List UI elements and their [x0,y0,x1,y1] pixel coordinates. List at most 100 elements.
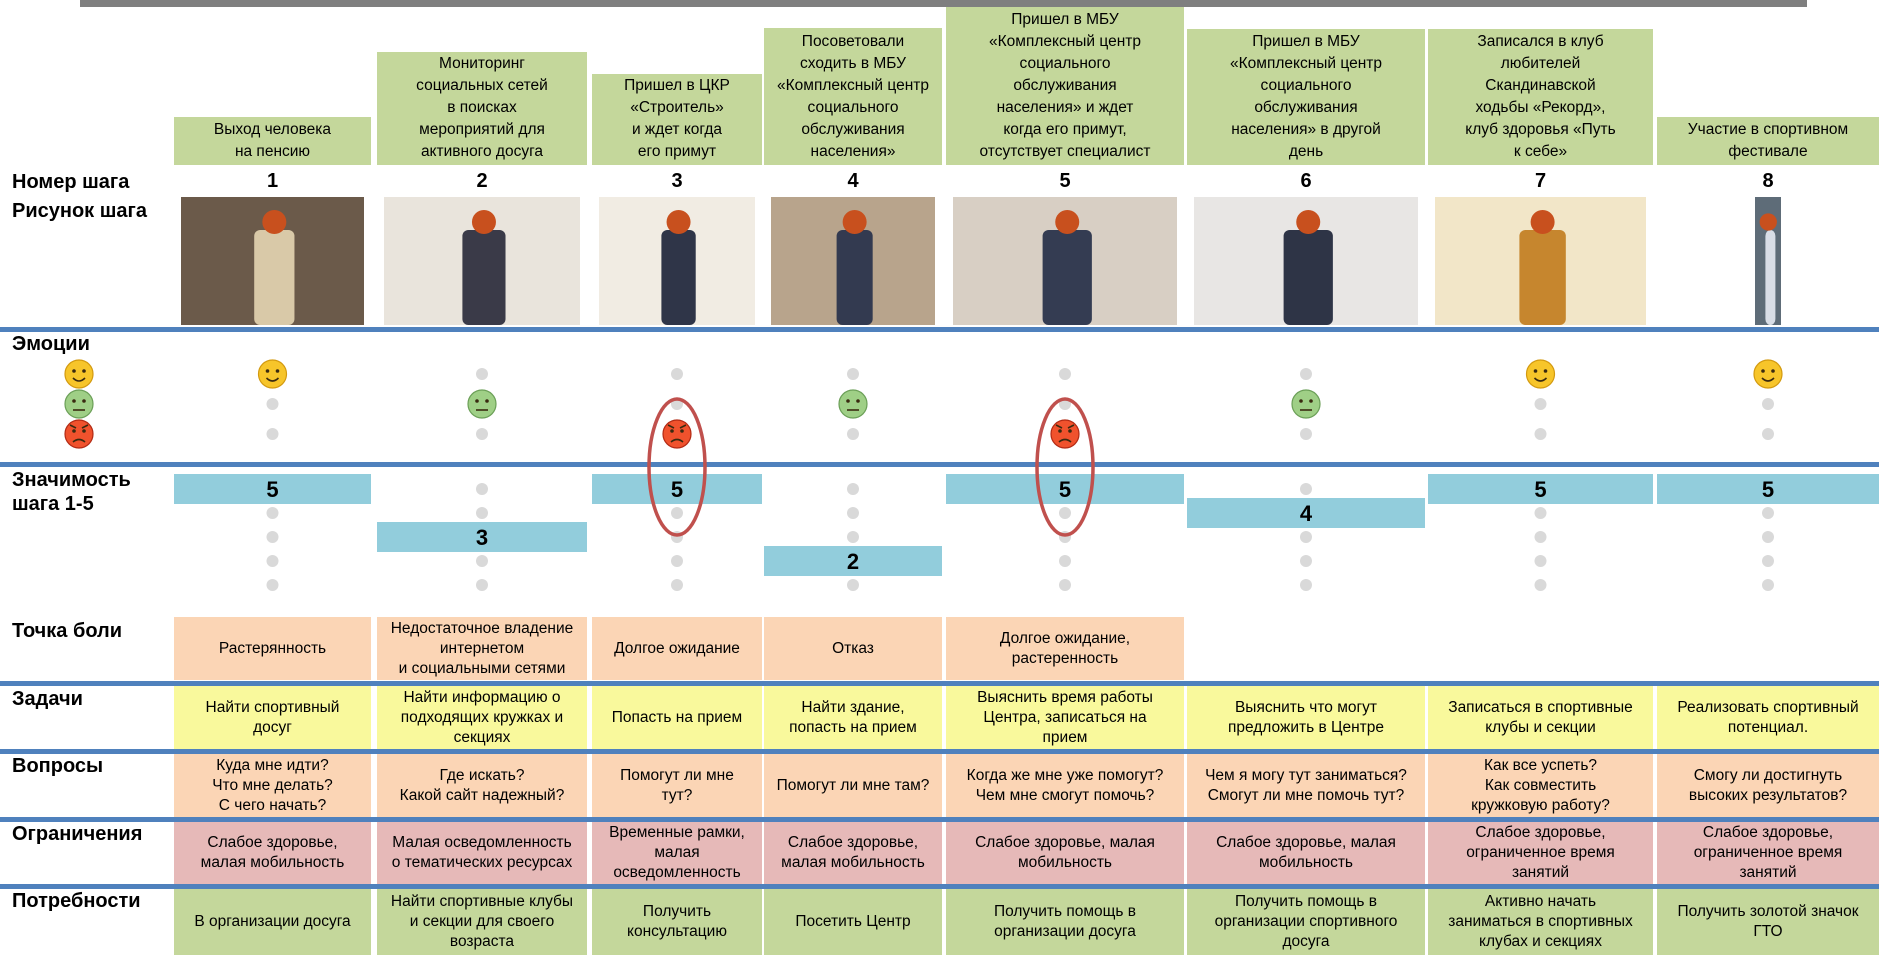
emotion-face [64,359,94,389]
significance-dot [847,507,859,519]
significance-dot [476,507,488,519]
step-title: Мониторинг социальных сетей в поисках ме… [377,52,587,165]
face [1753,359,1783,389]
emotion-dot [1300,428,1312,440]
step-title: Записался в клуб любителей Скандинавской… [1428,29,1653,165]
eye [82,369,86,373]
text-cell: Записаться в спортивные клубы и секции [1428,686,1653,749]
step-number: 1 [266,170,279,192]
significance-label: 5 [1059,477,1071,502]
eye [275,369,280,373]
emotion-dot [266,398,279,410]
emotion-dot [1534,428,1547,440]
text-cell: Посетить Центр [764,889,942,955]
significance-label: 5 [1534,477,1546,502]
row-label: Потребности [12,890,141,912]
significance-dot [266,507,279,519]
photo-head [1296,210,1321,234]
photo-figure [1042,230,1092,325]
text-cell: Найти здание, попасть на прием [764,686,942,749]
significance-dot [1059,555,1071,567]
row-label: Ограничения [12,823,143,845]
brow [1055,424,1075,429]
emotion-face [1753,359,1783,389]
significance-dot [476,483,488,495]
row-label: Эмоции [12,333,90,355]
significance-dot [1300,579,1312,591]
emotion-face [64,419,94,449]
eye [82,399,86,403]
face [64,389,94,419]
significance-dot [1762,531,1774,543]
text-cell: Слабое здоровье, ограниченное время заня… [1657,822,1879,884]
eye [82,429,86,433]
brow [69,424,89,429]
significance-dot [1300,483,1312,495]
highlight [647,397,707,537]
step-title: Выход человека на пенсию [174,117,371,165]
text-cell: Временные рамки, малая осведомленность [592,822,762,884]
separator [0,681,1879,686]
mouth [265,377,280,382]
row-label: Вопросы [12,755,104,777]
text-cell: Получить консультацию [592,889,762,955]
photo-head [471,210,496,234]
text-cell: Слабое здоровье, малая мобильность [174,822,371,884]
significance-dot [1534,507,1547,519]
step-title: Пришел в МБУ «Комплексный центр социальн… [946,7,1184,165]
emotion-dot [1059,368,1071,380]
text-cell: Попасть на прием [592,686,762,749]
row-label: Точка боли [12,620,123,642]
text-cell: Когда же мне уже помогут? Чем мне смогут… [946,754,1184,817]
mouth [72,377,86,382]
significance-label: 5 [266,477,278,502]
emotion-dot [847,368,859,380]
significance-bar [174,474,371,504]
step-number: 2 [476,170,488,192]
photo-figure [661,230,696,325]
eye [265,369,270,373]
separator [0,327,1879,332]
text-cell: Активно начать заниматься в спортивных к… [1428,889,1653,955]
eye [680,429,684,433]
text-cell: Чем я могу тут заниматься? Смогут ли мне… [1187,754,1425,817]
row-label: Рисунок шага [12,200,147,222]
significance-dot [847,531,859,543]
face [662,419,692,449]
eye [1068,429,1072,433]
step-number: 4 [847,170,859,192]
emotion-dot [847,428,859,440]
significance-dot [1059,579,1071,591]
mouth [1761,377,1775,382]
face [838,389,868,419]
photo-head [666,210,691,234]
photo-figure [462,230,506,325]
eye [856,399,860,403]
separator [0,817,1879,822]
significance-dot [671,507,683,519]
significance-dot [1059,507,1071,519]
text-cell: Слабое здоровье, малая мобильность [764,822,942,884]
mouth [72,438,86,443]
text-cell: Найти спортивные клубы и секции для свое… [377,889,587,955]
eye [1771,369,1775,373]
eye [1533,369,1538,373]
significance-bar [1657,474,1879,504]
text-cell: Долгое ожидание [592,617,762,680]
significance-label: 4 [1300,501,1313,526]
eye [1309,399,1313,403]
text-cell: Найти спортивный досуг [174,686,371,749]
emotion-dot [1300,368,1312,380]
significance-bar [764,546,942,576]
step-title: Пришел в МБУ «Комплексный центр социальн… [1187,29,1425,165]
text-cell: Найти информацию о подходящих кружках и … [377,686,587,749]
row-label: Номер шага [12,171,130,193]
text-cell: Выяснить время работы Центра, записаться… [946,686,1184,749]
text-cell: Долгое ожидание, растеренность [946,617,1184,680]
face [64,419,94,449]
separator [0,749,1879,754]
step-number: 8 [1762,170,1774,192]
eye [670,429,674,433]
emotion-dot [1762,428,1774,440]
eye [846,399,850,403]
